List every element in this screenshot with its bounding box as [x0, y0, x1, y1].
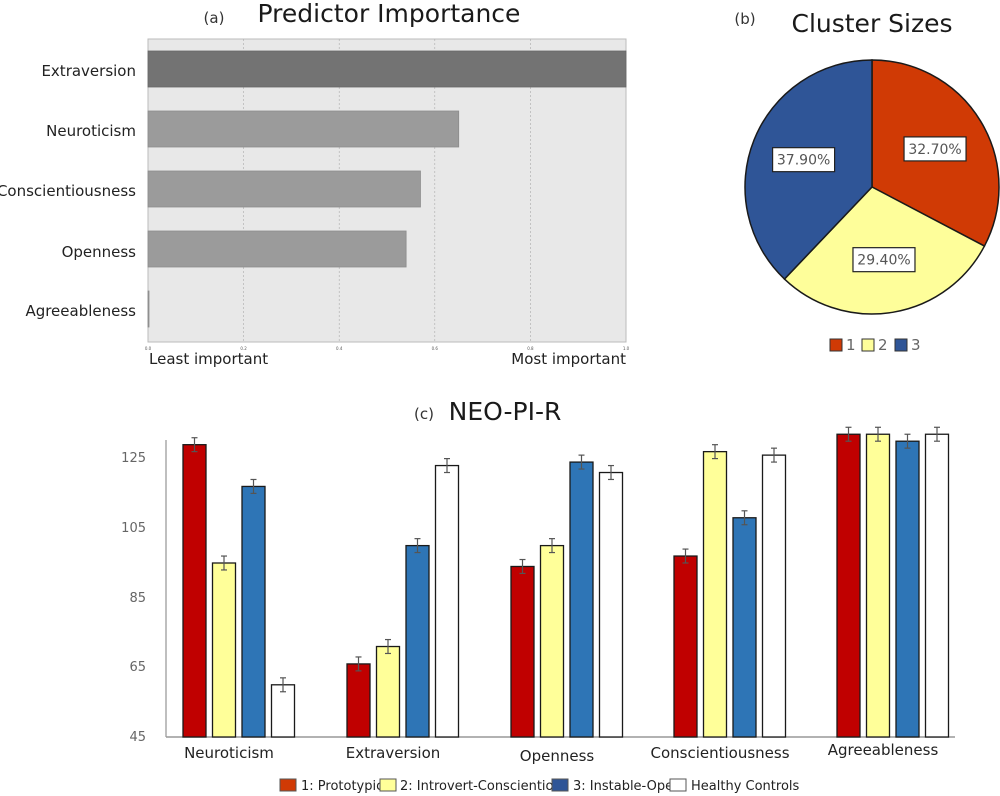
a-xlabel-most-important: Most important: [511, 350, 626, 368]
c-category-label: Extraversion: [346, 744, 441, 762]
c-bar-conscientiousness-s4: [761, 454, 787, 738]
panel-a-label: (a): [204, 9, 225, 27]
c-y-tick-label: 125: [121, 451, 146, 466]
c-legend-swatch: [379, 778, 397, 792]
c-bar-extraversion-s3: [405, 544, 430, 738]
c-bar-openness-s4: [598, 471, 624, 738]
c-legend-label: 1: Prototypical: [301, 779, 395, 794]
c-category-label: Openness: [520, 747, 595, 765]
a-bar-conscientiousness: [147, 170, 421, 208]
a-x-tick-label: 0.8: [527, 346, 534, 351]
c-bar-neuroticism-s3: [241, 485, 266, 738]
panel-b-title: Cluster Sizes: [791, 9, 952, 38]
b-slice-label: 37.90%: [777, 153, 830, 169]
panel-b-pie: [744, 59, 1000, 315]
a-x-tick-label: 0.2: [240, 346, 247, 351]
b-legend-label: 1: [846, 336, 856, 354]
panel-c-legend: 1: Prototypical 2: Introvert-Conscientio…: [279, 778, 800, 794]
c-bar-extraversion-s2: [375, 645, 401, 738]
c-bar-extraversion-s1: [346, 663, 371, 738]
a-category-label: Openness: [62, 243, 137, 261]
a-category-label: Extraversion: [41, 62, 136, 80]
panel-c-y-ticks: 45 65 85 105 125: [121, 451, 146, 745]
b-slice-label: 29.40%: [857, 253, 910, 269]
b-slice-label-box: [852, 247, 916, 273]
panel-a-x-ticks: 0.0 0.2 0.4 0.6 0.8 1.0: [145, 346, 630, 351]
a-x-tick-label: 0.4: [336, 346, 343, 351]
c-category-label: Neuroticism: [184, 744, 274, 762]
panel-a-title: Predictor Importance: [258, 0, 521, 28]
panel-b-slice-labels: 32.70% 29.40% 37.90%: [771, 136, 967, 273]
panel-c-neo-pi-r: (c) NEO-PI-R 45 65 85 105 125 Neuroticis…: [121, 397, 955, 794]
c-legend-swatch: [669, 778, 687, 792]
c-legend-swatch: [551, 778, 569, 792]
a-x-tick-label: 1.0: [623, 346, 630, 351]
b-slice-label: 32.70%: [908, 142, 961, 158]
c-bar-extraversion-s4: [434, 464, 460, 738]
c-bar-openness-s3: [569, 461, 594, 738]
panel-a-bars: [147, 50, 627, 328]
panel-a-category-labels: Extraversion Neuroticism Conscientiousne…: [0, 62, 136, 320]
c-y-tick-label: 105: [121, 521, 146, 536]
a-bar-extraversion: [147, 50, 627, 88]
c-bar-openness-s2: [539, 544, 565, 738]
b-slice-label-box: [771, 147, 836, 173]
a-xlabel-least-important: Least important: [149, 350, 268, 368]
c-bar-conscientiousness-s3: [732, 517, 757, 738]
a-x-tick-label: 0.0: [145, 346, 152, 351]
b-legend-label: 3: [911, 336, 921, 354]
a-category-label: Conscientiousness: [0, 182, 136, 200]
c-bar-neuroticism-s4: [270, 684, 296, 738]
c-bar-agreeableness-s3: [895, 440, 920, 738]
a-bar-openness: [147, 230, 407, 268]
c-y-tick-label: 85: [129, 591, 146, 606]
c-legend-swatch: [279, 778, 297, 792]
c-bar-openness-s1: [510, 565, 535, 738]
c-bar-agreeableness-s4: [924, 433, 950, 738]
c-legend-label: 2: Introvert-Conscientious: [400, 779, 569, 794]
c-y-tick-label: 65: [129, 660, 146, 675]
panel-c-title: NEO-PI-R: [449, 397, 562, 426]
a-x-tick-label: 0.6: [432, 346, 439, 351]
panel-b-label: (b): [734, 10, 755, 28]
panel-c-category-labels: Neuroticism Extraversion Openness Consci…: [184, 741, 938, 765]
b-legend-label: 2: [878, 336, 888, 354]
c-bar-conscientiousness-s2: [702, 450, 728, 738]
c-bar-agreeableness-s1: [836, 433, 861, 738]
c-category-label: Conscientiousness: [650, 744, 789, 762]
c-category-label: Agreeableness: [828, 741, 939, 759]
panel-c-label: (c): [414, 405, 434, 423]
panel-b-cluster-sizes: (b) Cluster Sizes 32.70% 29.40% 37.90% 1 2…: [734, 9, 1000, 354]
c-legend-label: 3: Instable-Open: [573, 779, 681, 794]
a-category-label: Agreeableness: [25, 302, 136, 320]
b-legend-swatch-3: [894, 338, 908, 352]
c-bar-conscientiousness-s1: [673, 555, 698, 738]
panel-c-bars: [182, 426, 950, 738]
b-legend-swatch-1: [829, 338, 843, 352]
c-bar-agreeableness-s2: [865, 433, 891, 738]
b-legend-swatch-2: [861, 338, 875, 352]
c-legend-label: Healthy Controls: [691, 779, 800, 794]
b-slice-label-box: [903, 136, 967, 162]
panel-a-predictor-importance: (a) Predictor Importance Extraversion Ne…: [0, 0, 630, 368]
a-category-label: Neuroticism: [46, 122, 136, 140]
c-bar-neuroticism-s2: [211, 562, 237, 738]
panel-b-legend: 1 2 3: [829, 336, 921, 354]
a-bar-agreeableness: [147, 290, 150, 328]
panel-a-grid: [243, 39, 531, 342]
c-y-tick-label: 45: [129, 730, 146, 745]
a-bar-neuroticism: [147, 110, 460, 148]
c-bar-neuroticism-s1: [182, 444, 207, 738]
